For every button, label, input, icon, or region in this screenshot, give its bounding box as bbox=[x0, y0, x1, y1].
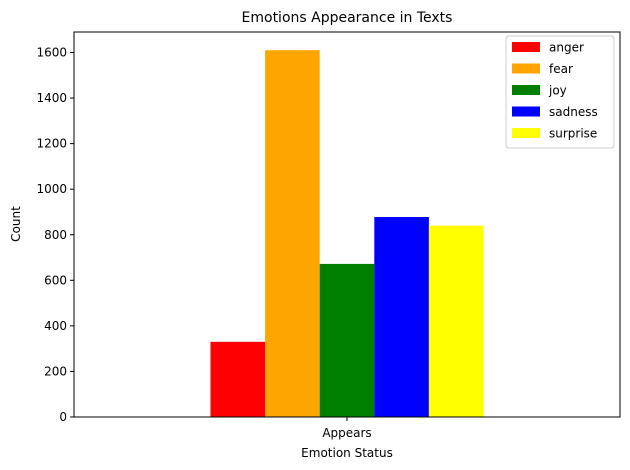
plot-area bbox=[210, 50, 484, 417]
legend-swatch-sadness bbox=[512, 106, 540, 117]
bar-anger bbox=[210, 341, 266, 417]
y-tick-label: 200 bbox=[44, 364, 67, 378]
x-axis-label: Emotion Status bbox=[301, 446, 393, 460]
x-tick-label: Appears bbox=[322, 426, 371, 440]
legend-label-joy: joy bbox=[548, 84, 567, 98]
y-axis-label: Count bbox=[9, 206, 23, 242]
y-tick-label: 1600 bbox=[36, 46, 67, 60]
legend-label-sadness: sadness bbox=[549, 105, 598, 119]
y-axis: 0 200 400 600 800 1000 1200 1400 1600 bbox=[36, 46, 74, 424]
legend-label-fear: fear bbox=[549, 62, 573, 76]
legend-swatch-joy bbox=[512, 85, 540, 95]
legend-label-surprise: surprise bbox=[549, 127, 597, 141]
x-axis: Appears bbox=[322, 417, 372, 440]
legend-swatch-anger bbox=[512, 42, 540, 52]
legend-swatch-surprise bbox=[512, 128, 540, 138]
y-tick-label: 400 bbox=[44, 319, 67, 333]
bar-joy bbox=[319, 263, 375, 417]
bar-surprise bbox=[428, 225, 484, 417]
y-tick-label: 0 bbox=[59, 410, 67, 424]
y-tick-label: 800 bbox=[44, 228, 67, 242]
y-tick-label: 1400 bbox=[36, 91, 67, 105]
legend-label-anger: anger bbox=[549, 41, 584, 55]
legend: anger fear joy sadness surprise bbox=[505, 35, 615, 149]
bar-fear bbox=[265, 50, 320, 417]
legend-swatch-fear bbox=[512, 63, 540, 74]
y-tick-label: 1000 bbox=[36, 182, 67, 196]
bar-sadness bbox=[374, 216, 429, 417]
y-tick-label: 600 bbox=[44, 273, 67, 287]
y-tick-label: 1200 bbox=[36, 137, 67, 151]
chart-title: Emotions Appearance in Texts bbox=[242, 10, 453, 26]
